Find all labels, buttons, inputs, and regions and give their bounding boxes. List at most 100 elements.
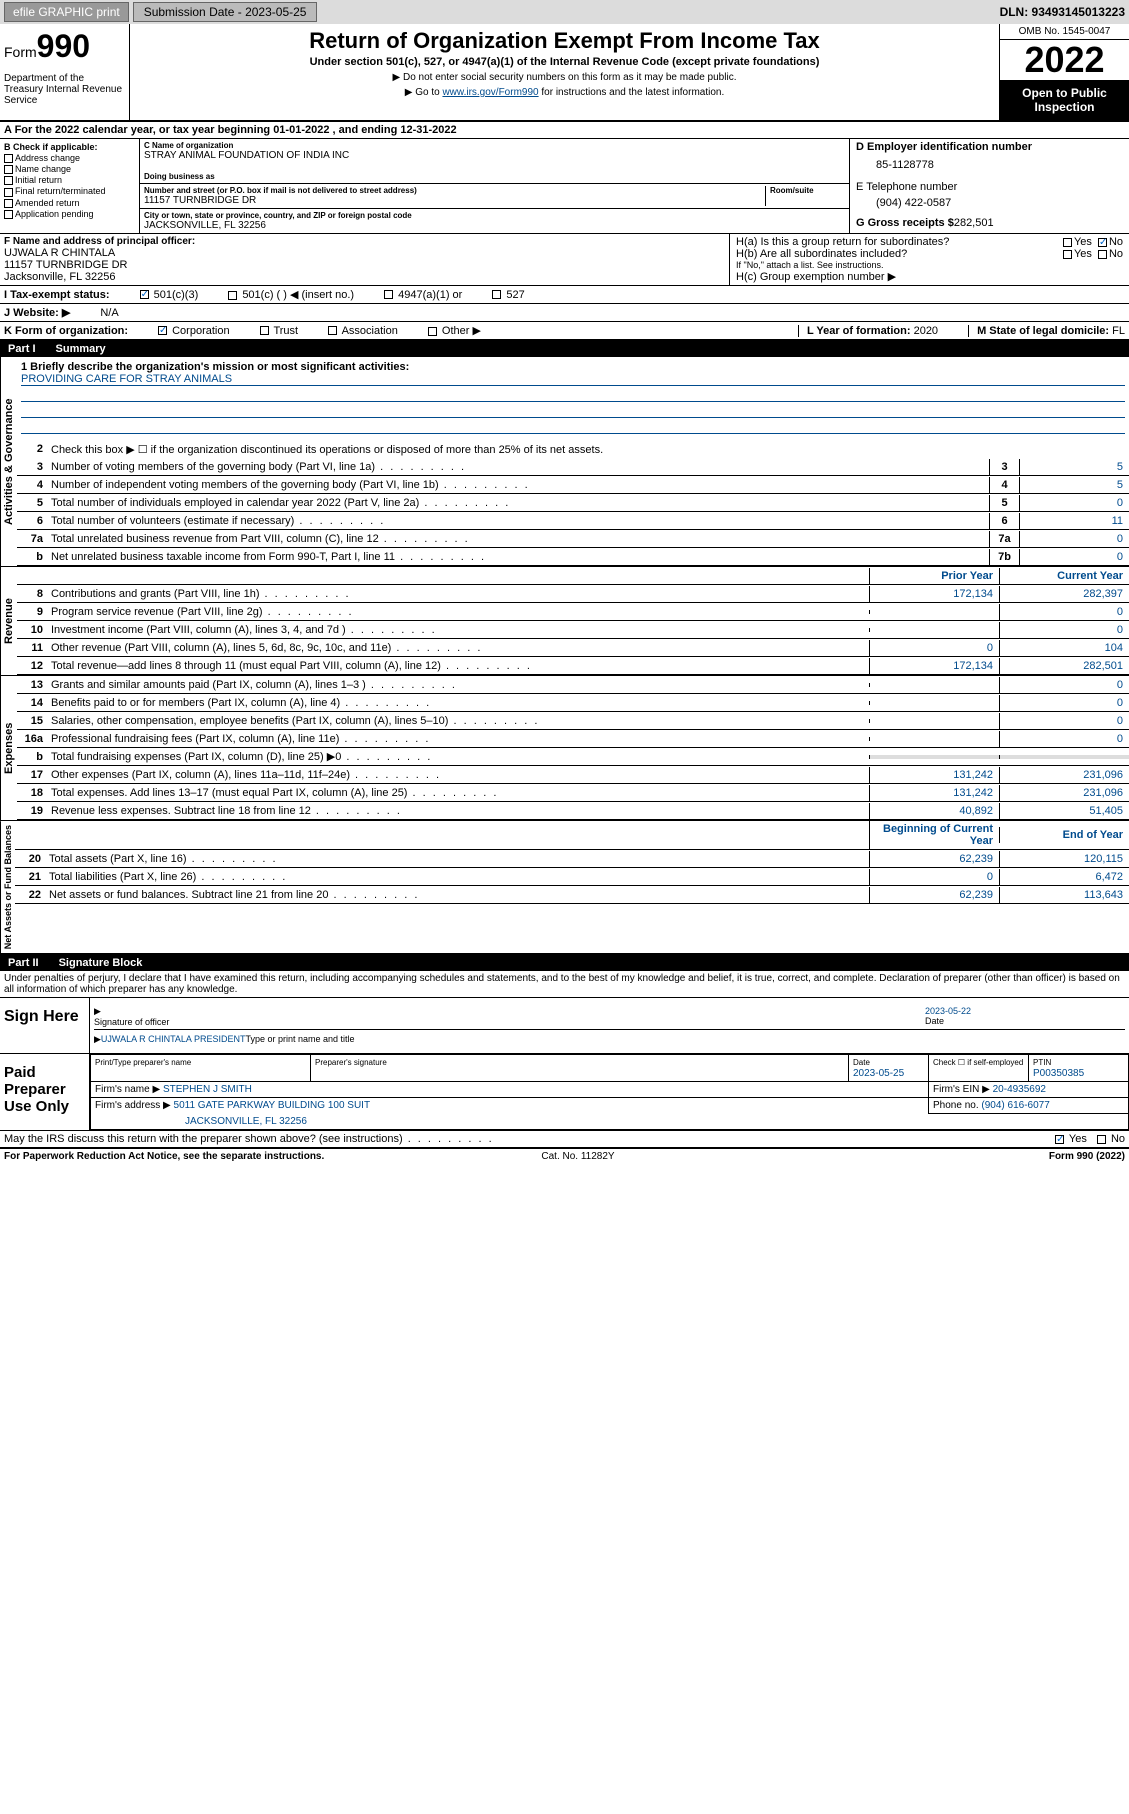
org-info: C Name of organization STRAY ANIMAL FOUN…: [140, 139, 849, 233]
form-number: Form990: [4, 28, 125, 65]
vert-governance: Activities & Governance: [0, 357, 17, 566]
address-row: Number and street (or P.O. box if mail i…: [140, 184, 849, 209]
fo-other[interactable]: Other ▶: [428, 324, 481, 337]
prep-name-h: Print/Type preparer's name: [95, 1058, 191, 1067]
firm-name: STEPHEN J SMITH: [163, 1084, 252, 1095]
cb-name-change[interactable]: Name change: [4, 164, 135, 174]
footer-cat: Cat. No. 11282Y: [541, 1151, 614, 1162]
firm-ein: 20-4935692: [993, 1084, 1046, 1095]
vert-expenses: Expenses: [0, 676, 17, 820]
phone-value: (904) 422-0587: [856, 193, 1123, 217]
irs-link[interactable]: www.irs.gov/Form990: [442, 87, 538, 98]
firm-addr2: JACKSONVILLE, FL 32256: [95, 1116, 307, 1127]
hb-no[interactable]: [1098, 250, 1107, 259]
right-info: D Employer identification number 85-1128…: [849, 139, 1129, 233]
sign-here-label: Sign Here: [0, 998, 90, 1053]
line-17: 17 Other expenses (Part IX, column (A), …: [17, 766, 1129, 784]
part1-title: Summary: [56, 343, 106, 355]
hb-row: H(b) Are all subordinates included? Yes …: [736, 248, 1123, 260]
prep-date-h: Date: [853, 1058, 870, 1067]
form-num: 990: [37, 28, 90, 64]
cb-final-return[interactable]: Final return/terminated: [4, 186, 135, 196]
line-13: 13 Grants and similar amounts paid (Part…: [17, 676, 1129, 694]
begin-year-head: Beginning of Current Year: [869, 821, 999, 849]
line-14: 14 Benefits paid to or for members (Part…: [17, 694, 1129, 712]
phone-label: E Telephone number: [856, 181, 1123, 193]
part2-header: Part II Signature Block: [0, 955, 1129, 971]
efile-print-button[interactable]: efile GRAPHIC print: [4, 2, 129, 22]
ts-501c3[interactable]: 501(c)(3): [140, 289, 199, 301]
ha-yes[interactable]: [1063, 238, 1072, 247]
header-right: OMB No. 1545-0047 2022 Open to Public In…: [999, 24, 1129, 120]
part1-header: Part I Summary: [0, 341, 1129, 357]
room-label: Room/suite: [770, 186, 845, 195]
addr-label: Number and street (or P.O. box if mail i…: [144, 186, 765, 195]
preparer-table: Print/Type preparer's name Preparer's si…: [90, 1054, 1129, 1130]
line-3: 3 Number of voting members of the govern…: [17, 458, 1129, 476]
line-16a: 16a Professional fundraising fees (Part …: [17, 730, 1129, 748]
line-19: 19 Revenue less expenses. Subtract line …: [17, 802, 1129, 820]
officer-group-row: F Name and address of principal officer:…: [0, 234, 1129, 286]
city-row: City or town, state or province, country…: [140, 209, 849, 233]
mission-block: 1 Briefly describe the organization's mi…: [17, 357, 1129, 440]
mission-q: 1 Briefly describe the organization's mi…: [21, 361, 1125, 373]
fo-assoc[interactable]: Association: [328, 325, 398, 337]
cb-initial-return[interactable]: Initial return: [4, 175, 135, 185]
part1-label: Part I: [8, 343, 36, 355]
org-name-label: C Name of organization: [144, 141, 845, 150]
part2-title: Signature Block: [59, 957, 143, 969]
expenses-section: Expenses 13 Grants and similar amounts p…: [0, 676, 1129, 821]
line-6: 6 Total number of volunteers (estimate i…: [17, 512, 1129, 530]
vert-revenue: Revenue: [0, 567, 17, 675]
part2-label: Part II: [8, 957, 39, 969]
vert-netassets: Net Assets or Fund Balances: [0, 821, 15, 953]
ha-no[interactable]: [1098, 238, 1107, 247]
current-year-head: Current Year: [999, 568, 1129, 584]
tax-year: 2022: [1000, 40, 1129, 80]
tax-status-label: I Tax-exempt status:: [4, 289, 110, 301]
firm-phone: (904) 616-6077: [981, 1100, 1049, 1111]
mission-blank2: [21, 404, 1125, 418]
cb-app-pending[interactable]: Application pending: [4, 209, 135, 219]
tax-status-row: I Tax-exempt status: 501(c)(3) 501(c) ( …: [0, 286, 1129, 304]
cb-address-change[interactable]: Address change: [4, 153, 135, 163]
fo-corp[interactable]: Corporation: [158, 325, 230, 337]
fo-trust[interactable]: Trust: [260, 325, 299, 337]
section-b-title: B Check if applicable:: [4, 142, 135, 152]
org-name: STRAY ANIMAL FOUNDATION OF INDIA INC: [144, 150, 845, 161]
firm-addr: 5011 GATE PARKWAY BUILDING 100 SUIT: [174, 1100, 371, 1111]
line-9: 9 Program service revenue (Part VIII, li…: [17, 603, 1129, 621]
formorg-label: K Form of organization:: [4, 325, 128, 337]
prior-year-head: Prior Year: [869, 568, 999, 584]
discuss-q: May the IRS discuss this return with the…: [4, 1133, 494, 1145]
colhead-row: Prior Year Current Year: [17, 567, 1129, 585]
discuss-no[interactable]: [1097, 1135, 1106, 1144]
line-b: b Net unrelated business taxable income …: [17, 548, 1129, 566]
dln: DLN: 93493145013223: [1000, 5, 1125, 19]
discuss-yes[interactable]: [1055, 1135, 1064, 1144]
line-2: 2Check this box ▶ ☐ if the organization …: [17, 440, 1129, 458]
ts-501c[interactable]: 501(c) ( ) ◀ (insert no.): [228, 288, 354, 301]
hc-row: H(c) Group exemption number ▶: [736, 270, 1123, 283]
hb-yes[interactable]: [1063, 250, 1072, 259]
ts-527[interactable]: 527: [492, 289, 524, 301]
discuss-row: May the IRS discuss this return with the…: [0, 1131, 1129, 1149]
paid-preparer-block: Paid Preparer Use Only Print/Type prepar…: [0, 1054, 1129, 1131]
website-label: J Website: ▶: [4, 306, 70, 319]
revenue-section: Revenue Prior Year Current Year 8 Contri…: [0, 567, 1129, 676]
header-left: Form990 Department of the Treasury Inter…: [0, 24, 130, 120]
officer-addr2: Jacksonville, FL 32256: [4, 271, 725, 283]
ein-label: D Employer identification number: [856, 141, 1123, 153]
penalty-statement: Under penalties of perjury, I declare th…: [0, 971, 1129, 998]
footer-form: Form 990 (2022): [1049, 1151, 1125, 1162]
website-row: J Website: ▶ N/A: [0, 304, 1129, 322]
line-15: 15 Salaries, other compensation, employe…: [17, 712, 1129, 730]
cb-amended[interactable]: Amended return: [4, 198, 135, 208]
ts-4947[interactable]: 4947(a)(1) or: [384, 289, 462, 301]
officer-name-line: ▶ UJWALA R CHINTALA PRESIDENT Type or pr…: [94, 1032, 1125, 1047]
form-header: Form990 Department of the Treasury Inter…: [0, 24, 1129, 122]
line-12: 12 Total revenue—add lines 8 through 11 …: [17, 657, 1129, 675]
line-22: 22 Net assets or fund balances. Subtract…: [15, 886, 1129, 904]
mission-blank1: [21, 388, 1125, 402]
line-20: 20 Total assets (Part X, line 16) 62,239…: [15, 850, 1129, 868]
